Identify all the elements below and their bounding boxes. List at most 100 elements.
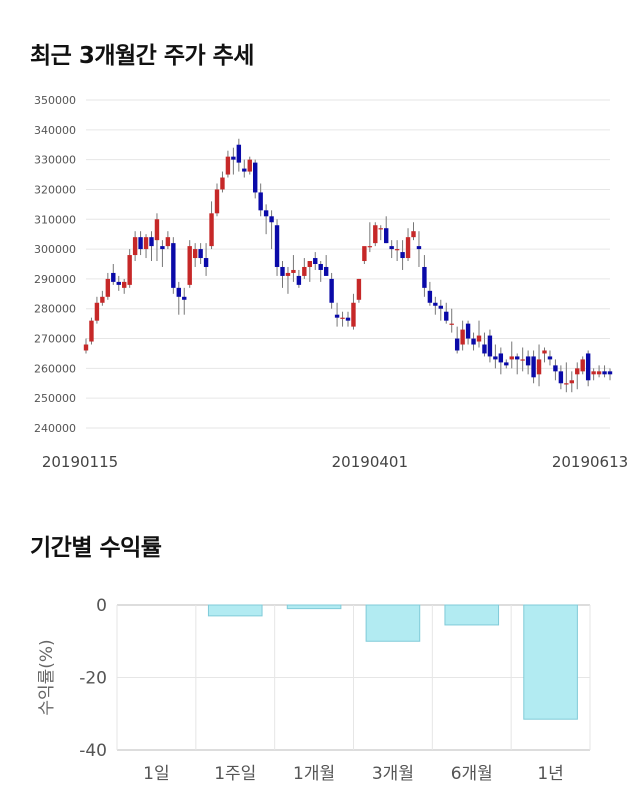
candle-y-tick-label: 330000 bbox=[34, 154, 76, 167]
candle-body bbox=[263, 210, 269, 217]
candle-body bbox=[569, 380, 574, 384]
candle-grid bbox=[86, 99, 610, 429]
candle bbox=[83, 338, 89, 354]
candle-body bbox=[487, 335, 493, 357]
candle-body bbox=[187, 246, 192, 285]
candle-body bbox=[165, 237, 171, 247]
candle-body bbox=[449, 323, 454, 325]
candle-body bbox=[585, 353, 591, 381]
candle-body bbox=[127, 255, 132, 285]
candle bbox=[580, 356, 585, 375]
candle-x-axis: 20190115 20190401 20190613 bbox=[42, 453, 628, 471]
bar-y-tick-label: 0 bbox=[96, 596, 107, 616]
candle-y-tick-label: 340000 bbox=[34, 124, 76, 137]
candle-body bbox=[269, 216, 274, 223]
candle bbox=[591, 368, 596, 381]
candle bbox=[351, 293, 356, 330]
candle bbox=[471, 332, 476, 351]
candle bbox=[444, 302, 449, 324]
candle bbox=[296, 269, 302, 288]
candle bbox=[384, 216, 389, 244]
candle bbox=[176, 281, 181, 315]
candle bbox=[460, 320, 465, 351]
candle bbox=[263, 204, 269, 235]
candle-body bbox=[422, 266, 427, 288]
candle-y-tick-label: 300000 bbox=[34, 243, 76, 256]
candle-body bbox=[602, 371, 607, 375]
candle bbox=[520, 347, 525, 372]
return-bar bbox=[207, 604, 263, 617]
candle-body bbox=[285, 272, 291, 276]
candle-body bbox=[280, 266, 285, 276]
candle-y-tick-label: 310000 bbox=[34, 213, 76, 226]
candle bbox=[427, 281, 433, 306]
candle bbox=[575, 362, 580, 390]
bar-x-tick-label: 1년 bbox=[537, 764, 563, 784]
candle-body bbox=[394, 249, 400, 251]
candle bbox=[247, 156, 252, 175]
bar-y-tick-label: -40 bbox=[79, 741, 107, 761]
candle-body bbox=[596, 371, 602, 375]
candle bbox=[89, 317, 94, 345]
candle bbox=[138, 231, 143, 256]
bar-y-tick-label: -20 bbox=[79, 669, 107, 689]
candle-body bbox=[351, 302, 356, 327]
candle-body bbox=[105, 278, 111, 297]
candle bbox=[116, 275, 121, 291]
candle bbox=[274, 219, 280, 276]
return-bar-chart: 0 -20 -40 1일 1주일 1개월 3개월 6개월 1년 수익률(%) bbox=[37, 596, 591, 784]
candle-body bbox=[236, 144, 242, 163]
candle-body bbox=[89, 320, 94, 342]
candle-y-tick-label: 320000 bbox=[34, 183, 76, 196]
candle-body bbox=[94, 302, 100, 321]
candle-body bbox=[291, 269, 296, 273]
candle bbox=[405, 228, 411, 262]
candle-body bbox=[302, 266, 307, 276]
candle-body bbox=[384, 228, 389, 244]
candle bbox=[165, 231, 171, 250]
candle bbox=[209, 201, 214, 250]
candle bbox=[400, 240, 405, 270]
candle bbox=[596, 365, 602, 378]
candle bbox=[307, 261, 312, 282]
candle-x-tick-label: 20190613 bbox=[552, 453, 628, 471]
return-bar bbox=[523, 604, 578, 720]
candle bbox=[378, 225, 383, 241]
candle bbox=[149, 231, 154, 262]
return-bar bbox=[444, 604, 500, 626]
candle-body bbox=[427, 290, 433, 303]
candle-body bbox=[340, 317, 345, 319]
candle-body bbox=[373, 225, 378, 244]
candle bbox=[542, 347, 547, 363]
candle-series bbox=[83, 138, 613, 393]
candle-body bbox=[504, 362, 509, 366]
candle-body bbox=[274, 225, 280, 267]
candle bbox=[558, 365, 564, 390]
candle bbox=[242, 159, 247, 178]
candle bbox=[416, 231, 422, 267]
candle bbox=[323, 255, 329, 276]
candle-body bbox=[253, 162, 258, 193]
candle bbox=[231, 147, 236, 175]
candle bbox=[525, 350, 531, 375]
bar-x-tick-label: 1주일 bbox=[214, 764, 256, 784]
candle bbox=[203, 243, 209, 276]
candle-body bbox=[154, 219, 160, 241]
candle bbox=[465, 320, 471, 345]
candle bbox=[553, 359, 558, 381]
return-bar bbox=[365, 604, 421, 642]
candle bbox=[143, 234, 149, 259]
candle bbox=[280, 261, 285, 288]
candle bbox=[192, 243, 198, 267]
candle-body bbox=[547, 356, 553, 360]
candle-body bbox=[356, 278, 362, 300]
candle bbox=[498, 347, 504, 375]
candle bbox=[362, 246, 367, 264]
candle-y-tick-label: 270000 bbox=[34, 333, 76, 346]
candle bbox=[313, 252, 318, 270]
candle-body bbox=[329, 278, 334, 303]
candle-body bbox=[176, 287, 181, 297]
candle-body bbox=[482, 344, 487, 354]
candle bbox=[318, 261, 323, 282]
candle bbox=[182, 287, 187, 315]
